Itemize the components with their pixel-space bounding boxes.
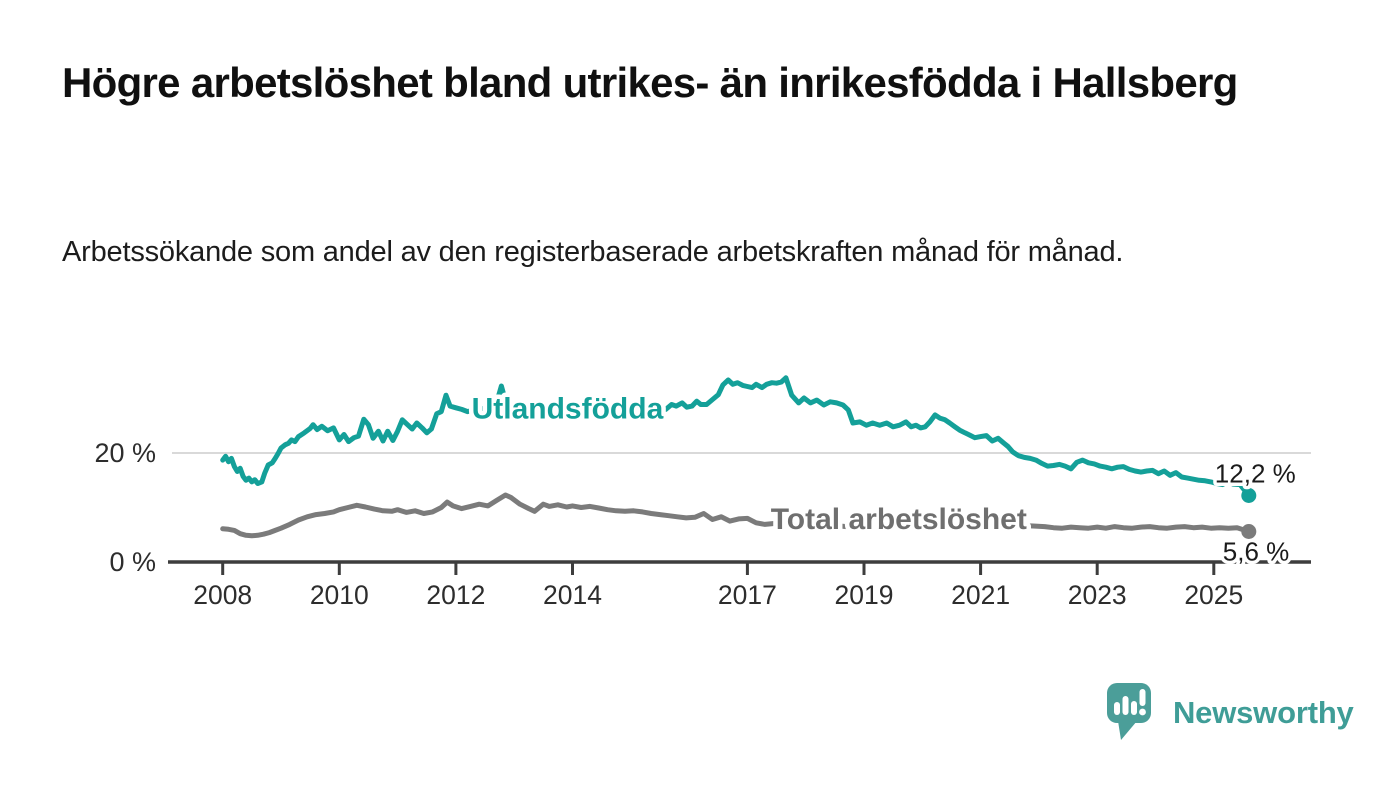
x-tick-label: 2025 [1184,580,1243,610]
y-tick-label: 20 % [94,438,156,468]
x-tick-label: 2021 [951,580,1010,610]
x-tick-label: 2014 [543,580,602,610]
x-tick-label: 2017 [718,580,777,610]
y-tick-label: 0 % [109,547,156,577]
series-end-value-total-arbetsl-shet: 5,6 % [1223,537,1290,567]
series-label-utlandsf-dda: Utlandsfödda [472,392,664,425]
x-tick-label: 2023 [1068,580,1127,610]
x-tick-label: 2012 [426,580,485,610]
chart-subtitle: Arbetssökande som andel av den registerb… [62,236,1124,268]
x-tick-label: 2019 [835,580,894,610]
logo-wordmark: Newsworthy [1173,695,1354,730]
x-tick-label: 2008 [193,580,252,610]
series-end-dot-utlandsf-dda [1241,488,1257,503]
series-end-value-utlandsf-dda: 12,2 % [1215,459,1296,489]
series-end-dot-total-arbetsl-shet [1241,524,1257,539]
x-tick-label: 2010 [310,580,369,610]
series-line-total-arbetsl-shet [220,492,1252,539]
page-title: Högre arbetslöshet bland utrikes- än inr… [62,59,1238,106]
speech-bubble-bar-chart-icon [1107,683,1151,740]
newsworthy-logo: Newsworthy [1106,682,1354,744]
series-line-utlandsf-dda [220,375,1252,498]
series-label-total-arbetsl-shet: Total arbetslöshet [771,503,1027,536]
